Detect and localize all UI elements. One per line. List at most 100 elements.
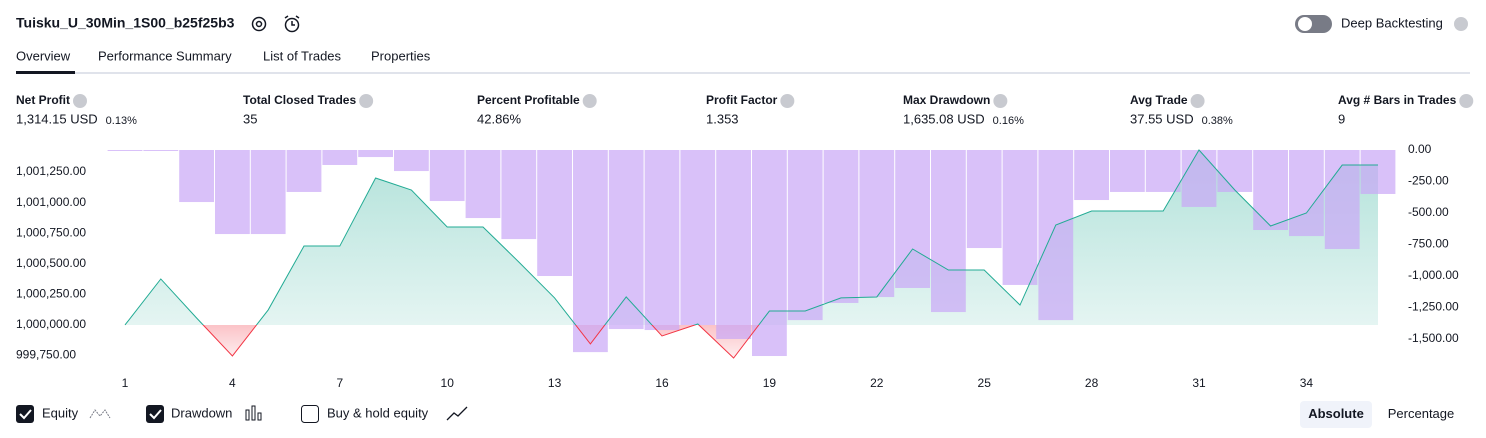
y2-tick-label: -1,500.00: [1408, 331, 1459, 345]
y2-tick-label: -500.00: [1408, 205, 1449, 219]
equity-icon: [89, 409, 111, 419]
metric-label: Max Drawdown: [903, 93, 990, 107]
drawdown-bar: [1038, 150, 1074, 321]
x-tick-label: 1: [122, 376, 129, 390]
drawdown-bar: [143, 150, 179, 151]
drawdown-bar: [573, 150, 608, 353]
metric-value: 9: [1338, 111, 1345, 126]
metric-label: Profit Factor: [706, 93, 778, 107]
metric-value: 1,314.15 USD: [16, 111, 98, 126]
x-tick-label: 22: [870, 376, 884, 390]
drawdown-bar: [179, 150, 214, 203]
legend: Buy & hold equity Absolute Percentage: [16, 401, 1454, 428]
metric-value: 42.86%: [477, 111, 522, 126]
drawdown-bar: [966, 150, 1002, 249]
metric-value: 1.353: [706, 111, 739, 126]
legend-label: Equity: [42, 405, 79, 420]
x-tick-label: 31: [1192, 376, 1206, 390]
tab[interactable]: Performance Summary: [98, 48, 232, 63]
y-tick-label: 1,001,250.00: [16, 164, 86, 178]
y-tick-label: 1,000,250.00: [16, 287, 86, 301]
x-tick-label: 25: [978, 376, 992, 390]
info-icon[interactable]: [993, 94, 1008, 108]
legend-label: Drawdown: [171, 405, 232, 420]
x-tick-label: 4: [229, 376, 236, 390]
tab[interactable]: Overview: [16, 48, 71, 63]
drawdown-bar: [1074, 150, 1109, 201]
drawdown-bar: [1360, 150, 1396, 194]
alert-icon[interactable]: [284, 15, 300, 33]
drawdown-bar: [823, 150, 859, 303]
drawdown-bar: [1253, 150, 1288, 231]
check: [19, 409, 32, 420]
metric-value: 1,635.08 USD: [903, 111, 985, 126]
info-icon[interactable]: [73, 94, 87, 108]
drawdown-bar: [215, 150, 250, 235]
percentage-label[interactable]: Percentage: [1388, 406, 1455, 421]
y2-tick-label: -750.00: [1408, 237, 1449, 251]
drawdown-bar: [1217, 150, 1253, 192]
toggle-knob: [1298, 17, 1312, 31]
tab[interactable]: Properties: [371, 48, 431, 63]
settings-icon[interactable]: [251, 16, 267, 32]
deep-backtesting-label: Deep Backtesting: [1341, 15, 1443, 30]
drawdown-bar: [859, 150, 895, 298]
x-tick-label: 10: [441, 376, 455, 390]
y2-tick-label: -250.00: [1408, 174, 1449, 188]
drawdown-bar: [394, 150, 429, 172]
drawdown-bar: [787, 150, 823, 321]
metric-percent: 0.16%: [993, 115, 1024, 127]
y-tick-label: 999,750.00: [16, 348, 76, 362]
buy-hold-checkbox[interactable]: [301, 405, 319, 423]
metric-label: Avg # Bars in Trades: [1338, 93, 1457, 107]
drawdown-bar: [322, 150, 358, 165]
x-tick-label: 16: [655, 376, 669, 390]
drawdown-bar: [1110, 150, 1145, 192]
equity-line: [124, 149, 1378, 359]
drawdown-bar: [895, 150, 930, 288]
info-icon[interactable]: [582, 94, 597, 108]
drawdown-bar: [1324, 150, 1360, 250]
y-tick-label: 1,000,750.00: [16, 225, 86, 239]
buy-hold-icon: [446, 406, 468, 421]
y2-tick-label: -1,000.00: [1408, 268, 1459, 282]
metric-label: Total Closed Trades: [243, 93, 356, 107]
tab[interactable]: List of Trades: [263, 48, 342, 63]
info-icon[interactable]: [1459, 94, 1474, 108]
info-icon[interactable]: [359, 94, 374, 108]
x-tick-label: 13: [548, 376, 562, 390]
info-icon[interactable]: [1190, 94, 1205, 108]
drawdown-bar: [1289, 150, 1324, 237]
drawdown-bar: [644, 150, 680, 331]
y-tick-label: 1,000,500.00: [16, 256, 86, 270]
check: [149, 409, 162, 420]
info-icon[interactable]: [780, 94, 795, 108]
absolute-button[interactable]: [1300, 401, 1372, 428]
drawdown-bar: [680, 150, 716, 326]
equity-checkbox[interactable]: [16, 405, 34, 423]
y2-tick-label: 0.00: [1408, 142, 1432, 156]
x-tick-label: 7: [336, 376, 343, 390]
x-tick-label: 19: [763, 376, 777, 390]
drawdown-bar: [501, 150, 537, 240]
metric-label: Avg Trade: [1130, 93, 1188, 107]
drawdown-bar: [1145, 150, 1181, 192]
metric-percent: 0.38%: [1202, 115, 1233, 127]
metric-value: 37.55 USD: [1130, 111, 1194, 126]
drawdown-bar: [537, 150, 572, 277]
drawdown-bar: [1002, 150, 1038, 285]
help-icon[interactable]: [1454, 17, 1468, 31]
y-tick-label: 1,000,000.00: [16, 317, 86, 331]
metric-label: Percent Profitable: [477, 93, 580, 107]
drawdown-bar: [250, 150, 286, 235]
active-tab-underline: [16, 71, 75, 74]
drawdown-checkbox[interactable]: [146, 405, 164, 423]
drawdown-bar: [752, 150, 787, 357]
drawdown-bar: [716, 150, 751, 340]
drawdown-bar: [465, 150, 501, 219]
x-tick-label: 34: [1300, 376, 1314, 390]
metric-percent: 0.13%: [106, 115, 137, 127]
drawdown-bar: [931, 150, 966, 313]
x-tick-label: 28: [1085, 376, 1099, 390]
drawdown-bar: [608, 150, 644, 330]
